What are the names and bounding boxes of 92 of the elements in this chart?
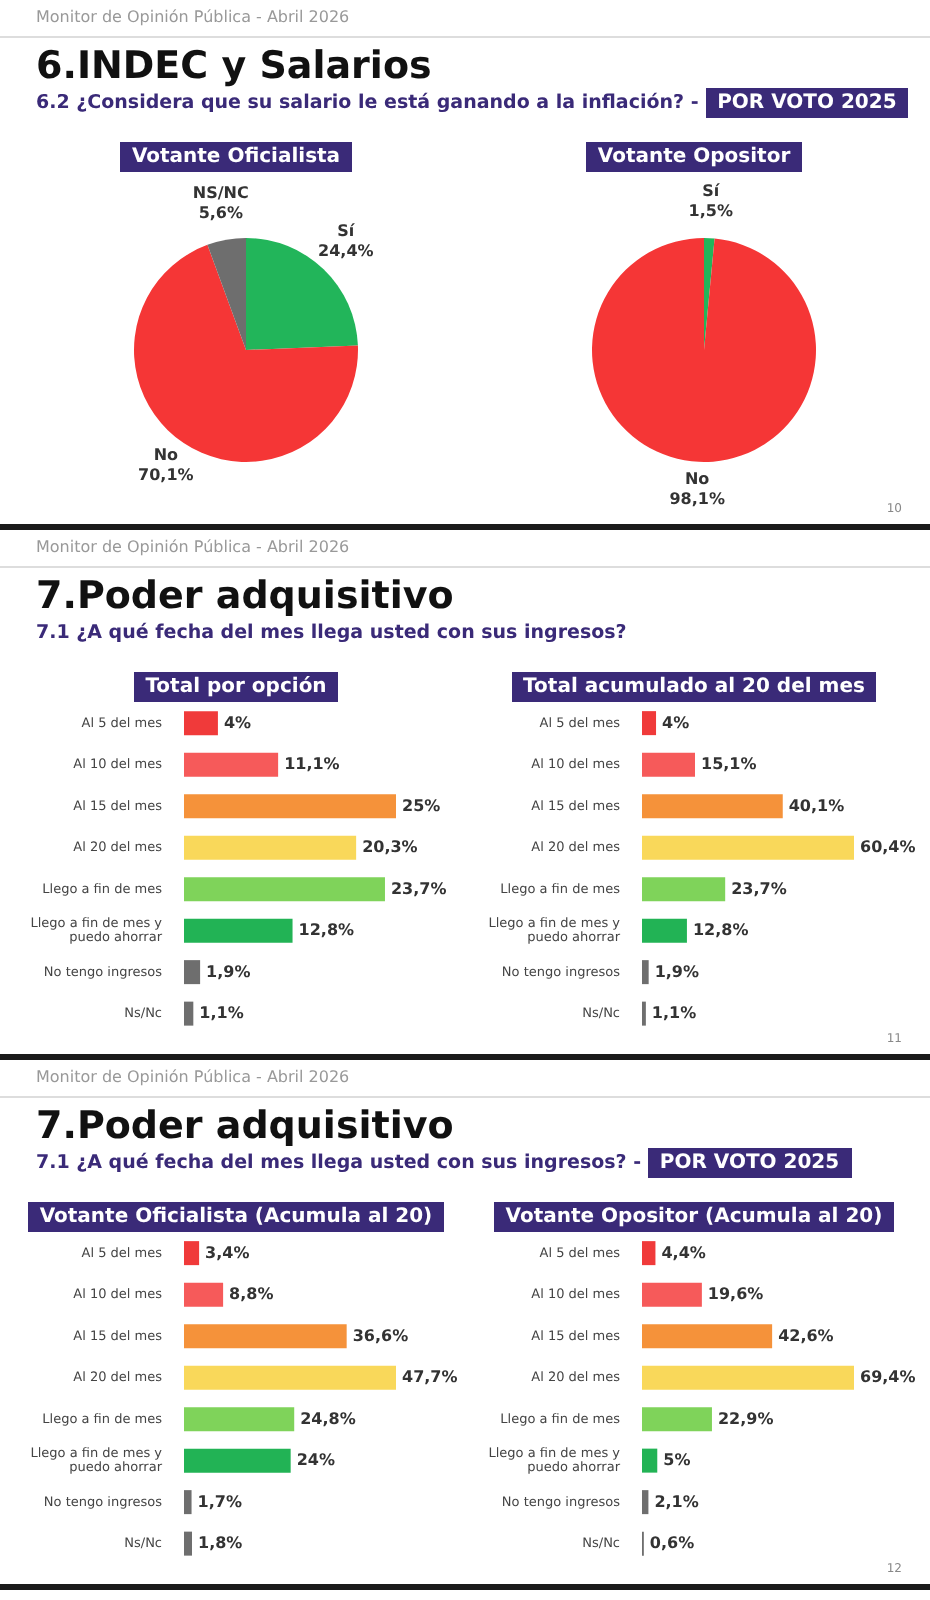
bar <box>184 1365 396 1390</box>
data-label: 3,4% <box>205 1243 250 1262</box>
bar <box>184 877 385 902</box>
data-label: 69,4% <box>860 1368 916 1387</box>
data-label: 2,1% <box>654 1492 699 1511</box>
bar <box>642 918 687 943</box>
data-label: 12,8% <box>298 921 355 940</box>
bar <box>642 1241 656 1266</box>
bar <box>184 835 357 860</box>
slice-label: No <box>153 445 180 464</box>
bar <box>184 1407 295 1432</box>
bar <box>642 752 695 777</box>
data-label: 60,4% <box>860 838 916 857</box>
chart-title: Votante Oficialista (Acumula al 20) <box>27 1202 445 1232</box>
bar <box>184 1001 194 1026</box>
text: POR VOTO 2025 <box>647 1148 852 1178</box>
data-label: 5% <box>663 1451 691 1470</box>
data-label: 25% <box>402 796 441 815</box>
chart-title: Total por opción <box>133 672 339 702</box>
text: Monitor de Opinión Pública - Abril 2026 <box>0 1060 930 1098</box>
data-label: 0,6% <box>649 1534 695 1553</box>
data-label: 47,7% <box>402 1368 458 1387</box>
data-label: 24,8% <box>300 1409 356 1428</box>
bar <box>642 1448 658 1473</box>
data-label: 40,1% <box>788 796 845 815</box>
bar <box>642 1490 649 1515</box>
chart-title: Total acumulado al 20 del mes <box>511 672 877 702</box>
text: 7.Poder adquisitivo <box>34 1104 456 1148</box>
data-label: 12,8% <box>692 921 749 940</box>
slice-label: Sí <box>337 222 357 241</box>
data-label: 70,1% <box>138 465 194 484</box>
bar <box>642 711 657 736</box>
data-label: 1,9% <box>206 962 251 981</box>
data-label: 1,7% <box>197 1492 242 1511</box>
bar <box>184 711 218 736</box>
data-label: 4% <box>223 713 252 732</box>
bar <box>184 918 293 943</box>
data-label: 1,9% <box>654 962 700 981</box>
data-label: 4% <box>662 713 690 732</box>
slice-label: NS/NC <box>192 184 250 203</box>
bar <box>184 794 396 819</box>
bar <box>642 1324 773 1349</box>
bar <box>184 960 201 985</box>
data-label: 24,4% <box>318 242 374 261</box>
chart-title: Votante Oficialista <box>119 142 353 172</box>
bar <box>642 794 783 819</box>
data-label: 23,7% <box>390 879 447 898</box>
bar <box>642 960 649 985</box>
data-label: 36,6% <box>352 1326 409 1345</box>
data-label: 24% <box>296 1451 335 1470</box>
data-label: 98,1% <box>669 489 725 508</box>
data-label: 15,1% <box>701 755 757 774</box>
bar <box>184 1241 200 1266</box>
bar <box>184 1531 192 1556</box>
chart-title: Votante Opositor (Acumula al 20) <box>493 1202 895 1232</box>
pie-slice <box>592 238 816 462</box>
data-label: 5,6% <box>198 204 244 223</box>
data-label: 23,7% <box>731 879 787 898</box>
text: POR VOTO 2025 <box>705 88 909 118</box>
data-label: 1,1% <box>651 1004 697 1023</box>
text: 7.Poder adquisitivo <box>34 574 456 618</box>
data-label: 1,1% <box>199 1004 244 1023</box>
data-label: 1,5% <box>688 202 733 221</box>
bar <box>642 835 854 860</box>
data-label: 1,8% <box>198 1534 243 1553</box>
bar <box>642 1407 712 1432</box>
pie-slice <box>704 238 715 350</box>
text: Monitor de Opinión Pública - Abril 2026 <box>0 0 930 38</box>
bar <box>642 1365 854 1390</box>
data-label: 4,4% <box>661 1243 706 1262</box>
bar <box>184 1448 291 1473</box>
text: 7.1 ¿A qué fecha del mes llega usted con sus ingresos? <box>34 622 629 648</box>
text: 7.1 ¿A qué fecha del mes llega usted con sus ingresos? - <box>36 1152 642 1174</box>
slice-label: No <box>684 469 711 488</box>
data-label: 22,9% <box>717 1409 774 1428</box>
bar <box>184 1324 347 1349</box>
text: 6.INDEC y Salarios <box>34 44 434 88</box>
text: Monitor de Opinión Pública - Abril 2026 <box>0 530 930 568</box>
bar <box>642 1282 702 1307</box>
data-label: 42,6% <box>778 1326 834 1345</box>
data-label: 20,3% <box>362 838 418 857</box>
pie-slice <box>207 238 246 350</box>
slice-label: Sí <box>702 182 722 201</box>
bar <box>642 877 726 902</box>
text: 6.2 ¿Considera que su salario le está ganando a la inflación? - <box>36 92 699 114</box>
data-label: 19,6% <box>707 1285 764 1304</box>
chart-title: Votante Opositor <box>585 142 803 172</box>
bar <box>184 1490 192 1515</box>
data-label: 8,8% <box>229 1285 274 1304</box>
bar <box>184 752 279 777</box>
data-label: 11,1% <box>284 755 340 774</box>
bar <box>184 1282 224 1307</box>
